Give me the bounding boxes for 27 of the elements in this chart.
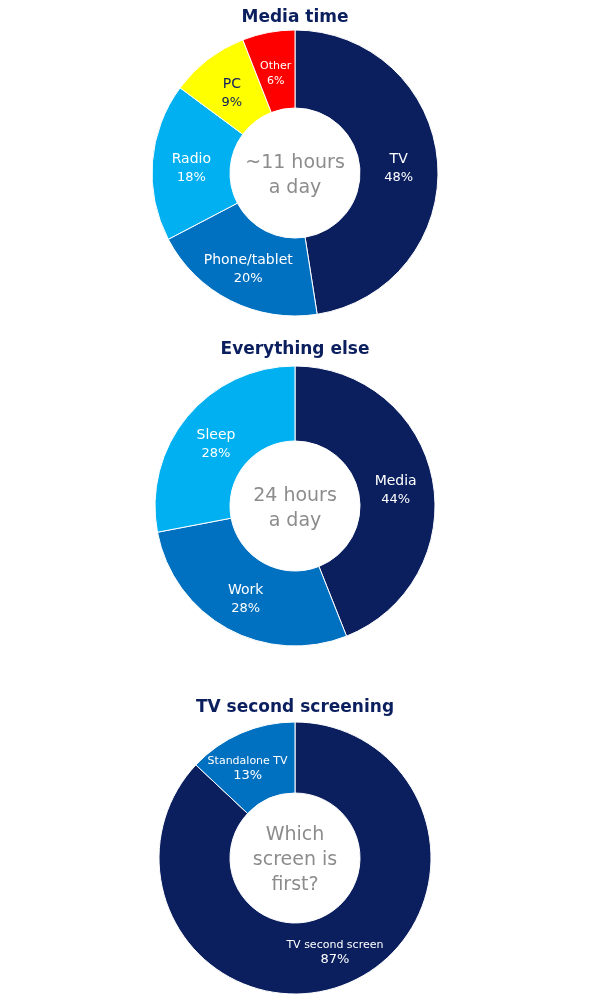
slice-label: Phone/tablet <box>203 250 294 267</box>
slice-label: Media <box>374 471 417 488</box>
data-label: 48% <box>384 168 414 184</box>
text: ~11 hours a day <box>245 149 345 197</box>
data-label: 87% <box>320 951 350 967</box>
data-label: 28% <box>201 444 231 460</box>
data-label: 28% <box>231 599 261 615</box>
slice-label: Radio <box>171 149 211 166</box>
data-label: 9% <box>221 94 243 110</box>
text: Which screen is first? <box>252 822 338 894</box>
data-label: 44% <box>381 490 411 506</box>
chart-title: TV second screening <box>195 696 395 716</box>
slice-label: Work <box>227 580 265 597</box>
data-label: 20% <box>233 269 263 285</box>
data-label: 13% <box>233 766 263 782</box>
slice-label: TV second screen <box>285 938 384 952</box>
donut-slice <box>158 721 432 995</box>
text: 24 hours a day <box>253 482 337 530</box>
chart-title: Everything else <box>220 338 370 358</box>
data-label: 6% <box>266 73 285 87</box>
slice-label: PC <box>222 75 242 92</box>
slice-label: TV <box>388 149 409 166</box>
chart-title: Media time <box>241 6 349 26</box>
slice-label: Standalone TV <box>207 753 289 767</box>
data-label: 18% <box>176 168 206 184</box>
slice-label: Sleep <box>196 425 236 442</box>
slice-label: Other <box>260 58 292 72</box>
